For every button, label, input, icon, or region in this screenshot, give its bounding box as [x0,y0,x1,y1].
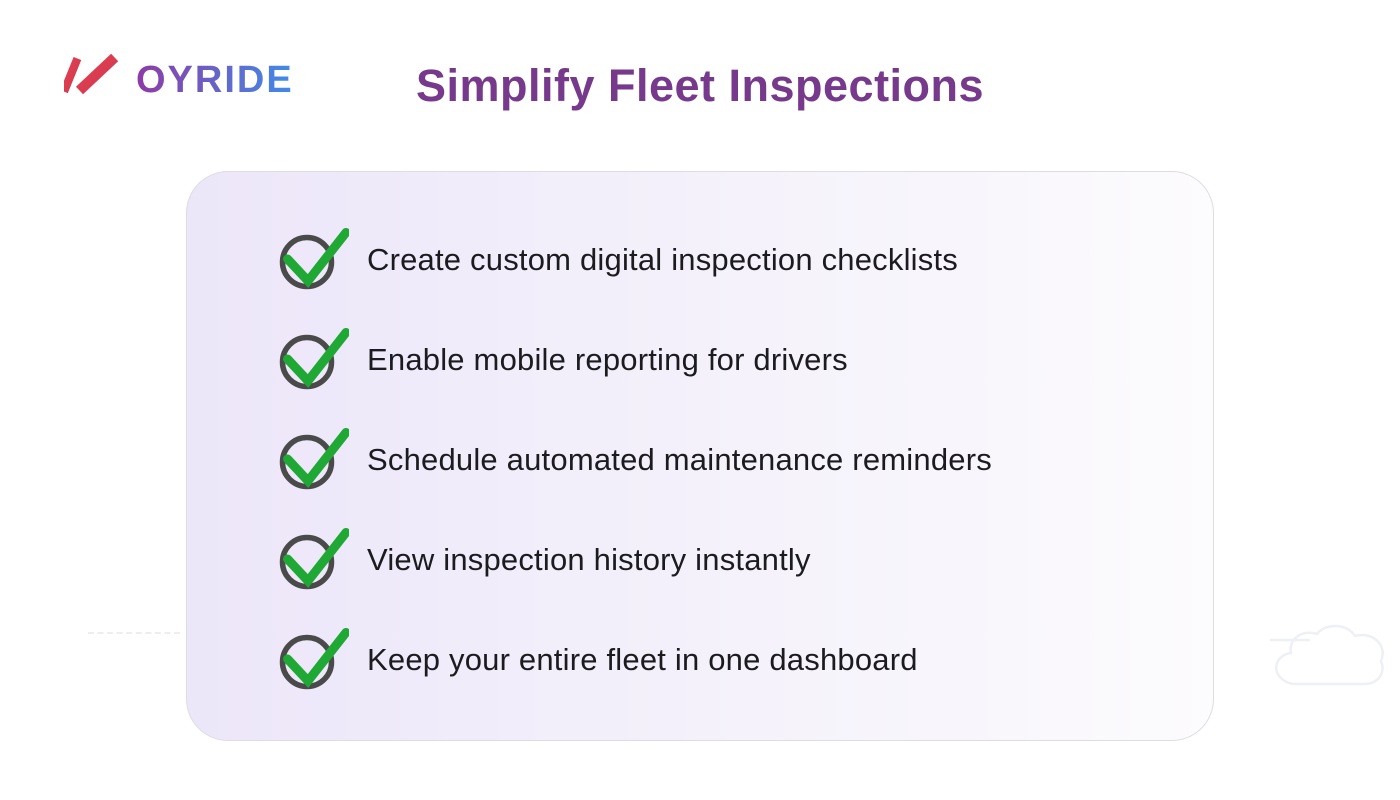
check-circle-icon [279,428,349,490]
checklist-item-label: Keep your entire fleet in one dashboard [367,642,918,677]
checklist-item: View inspection history instantly [277,528,1173,592]
checklist-item-label: View inspection history instantly [367,542,811,577]
brand-wordmark: OYRIDE [136,59,294,101]
check-circle-icon [279,628,349,690]
check-circle-icon [279,528,349,590]
brand-logo: OYRIDE [64,52,294,101]
checklist-item: Schedule automated maintenance reminders [277,428,1173,492]
checklist-item: Enable mobile reporting for drivers [277,328,1173,392]
page-title: Simplify Fleet Inspections [415,60,985,111]
cloud-icon [1270,624,1384,686]
checklist-item: Create custom digital inspection checkli… [277,228,1173,292]
checklist-item-label: Enable mobile reporting for drivers [367,342,848,377]
checklist-item-label: Schedule automated maintenance reminders [367,442,992,477]
double-z-icon [64,53,119,95]
check-circle-icon [279,228,349,290]
checklist-item-label: Create custom digital inspection checkli… [367,242,958,277]
dashed-line-decoration [88,632,180,634]
check-circle-icon [279,328,349,390]
feature-card: Create custom digital inspection checkli… [186,171,1214,741]
checklist-item: Keep your entire fleet in one dashboard [277,628,1173,692]
